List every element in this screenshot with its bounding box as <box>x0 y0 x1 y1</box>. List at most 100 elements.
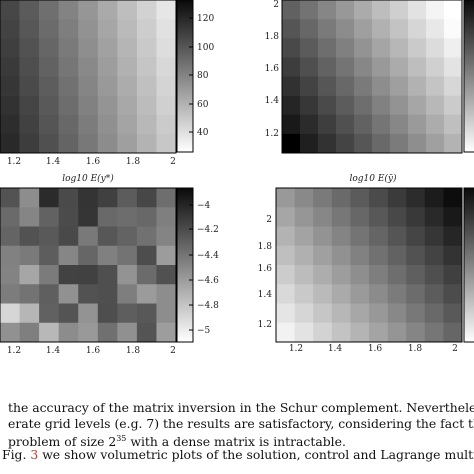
heatmap-cell <box>78 57 99 77</box>
y-tick: 1.6 <box>265 64 280 74</box>
heatmap-cell <box>117 19 138 39</box>
heatmap-cell <box>78 303 99 324</box>
cb-tick: 80 <box>197 71 209 81</box>
heatmap-cell <box>387 188 407 208</box>
heatmap-cell <box>354 114 373 135</box>
heatmap-cell <box>424 303 444 324</box>
heatmap-cell <box>313 245 333 266</box>
heatmap-cell <box>39 245 59 266</box>
heatmap-cell <box>408 38 427 58</box>
x-axis-label: log10 E(ȳ) <box>349 173 397 184</box>
x-ticks-top-left: 1.2 1.4 1.6 1.8 2 log10 E(y*) <box>7 157 176 184</box>
plot-frame <box>275 187 463 343</box>
heatmap-cell <box>0 19 20 39</box>
heatmap-cell <box>294 188 314 208</box>
heatmap-cell <box>0 303 20 324</box>
heatmap-cell <box>318 133 337 154</box>
heatmap-cell <box>156 19 177 39</box>
heatmap-cell <box>78 133 99 154</box>
heatmap-cell <box>406 188 426 208</box>
heatmap-cell <box>426 114 445 135</box>
heatmap-cell <box>424 207 444 227</box>
heatmap-cell <box>282 0 301 20</box>
heatmap-cell <box>136 245 157 266</box>
heatmap-cell <box>0 245 20 266</box>
heatmap-cell <box>117 95 138 116</box>
superscript: 35 <box>116 434 127 444</box>
heatmap-cell <box>300 114 319 135</box>
heatmap-cell <box>0 114 20 135</box>
heatmap-cell <box>294 284 314 304</box>
heatmap-cell <box>117 284 138 304</box>
heatmap-cell <box>19 114 40 135</box>
x-tick: 1.4 <box>328 344 343 354</box>
heatmap-cell <box>39 38 59 58</box>
heatmap-cell <box>408 114 427 135</box>
x-tick: 1.8 <box>408 344 423 354</box>
heatmap-cell <box>336 0 355 20</box>
heatmap-cell <box>372 114 391 135</box>
heatmap-cell <box>39 265 59 285</box>
heatmap-cell <box>387 303 407 324</box>
heatmap-cell <box>19 38 40 58</box>
y-tick: 1.6 <box>258 264 273 274</box>
text-span: problem of size 2 <box>8 434 117 450</box>
heatmap-cell <box>372 0 391 20</box>
heatmap-cell <box>426 38 445 58</box>
heatmap-cell <box>331 284 351 304</box>
heatmap-cell <box>58 38 79 58</box>
heatmap-cell <box>336 95 355 116</box>
x-tick: 1.2 <box>289 344 303 354</box>
heatmap-cell <box>78 265 99 285</box>
heatmap-cell <box>387 245 407 266</box>
cb-tick: −4.6 <box>197 276 219 286</box>
heatmap-cell <box>58 226 79 247</box>
heatmap-cell <box>444 57 463 77</box>
heatmap-cell <box>0 133 20 154</box>
heatmap-bottom-left <box>0 187 177 343</box>
ticks-bottom-right: 2 1.8 1.6 1.4 1.2 1.2 1.4 1.6 1.8 2 <box>258 215 458 354</box>
heatmap-cell <box>336 76 355 96</box>
heatmap-cell <box>156 133 177 154</box>
heatmap-cell <box>117 114 138 135</box>
x-tick: 2 <box>170 157 176 167</box>
heatmap-cell <box>424 226 444 247</box>
heatmap-cell <box>276 284 295 304</box>
heatmap-cell <box>354 95 373 116</box>
heatmap-cell <box>408 95 427 116</box>
heatmap-cell <box>294 226 314 247</box>
heatmap-cell <box>300 57 319 77</box>
heatmap-cell <box>444 95 463 116</box>
heatmap-cell <box>336 57 355 77</box>
plot-frame <box>281 0 463 154</box>
heatmap-cell <box>78 0 99 20</box>
heatmap-cell <box>136 284 157 304</box>
colorbar-bottom-left <box>176 187 194 343</box>
heatmap-cell <box>97 303 118 324</box>
heatmap-cell <box>336 38 355 58</box>
x-tick: 2 <box>170 346 176 356</box>
heatmap-cell <box>19 265 40 285</box>
figure-ref-link[interactable]: 3 <box>30 446 39 462</box>
heatmap-cell <box>406 226 426 247</box>
heatmap-cell <box>426 57 445 77</box>
heatmap-cell <box>117 38 138 58</box>
heatmap-cell <box>294 322 314 343</box>
heatmap-cell <box>318 76 337 96</box>
heatmap-cell <box>350 188 370 208</box>
heatmap-cell <box>156 226 177 247</box>
heatmap-cell <box>318 19 337 39</box>
heatmap-cell <box>97 133 118 154</box>
heatmap-cell <box>408 57 427 77</box>
heatmap-cell <box>117 303 138 324</box>
heatmap-cell <box>39 76 59 96</box>
heatmap-cell <box>336 133 355 154</box>
heatmap-cell <box>390 114 409 135</box>
heatmap-cell <box>39 133 59 154</box>
heatmap-cell <box>58 207 79 227</box>
heatmap-cell <box>39 95 59 116</box>
heatmap-cell <box>97 226 118 247</box>
heatmap-cell <box>58 284 79 304</box>
heatmap-cell <box>313 284 333 304</box>
